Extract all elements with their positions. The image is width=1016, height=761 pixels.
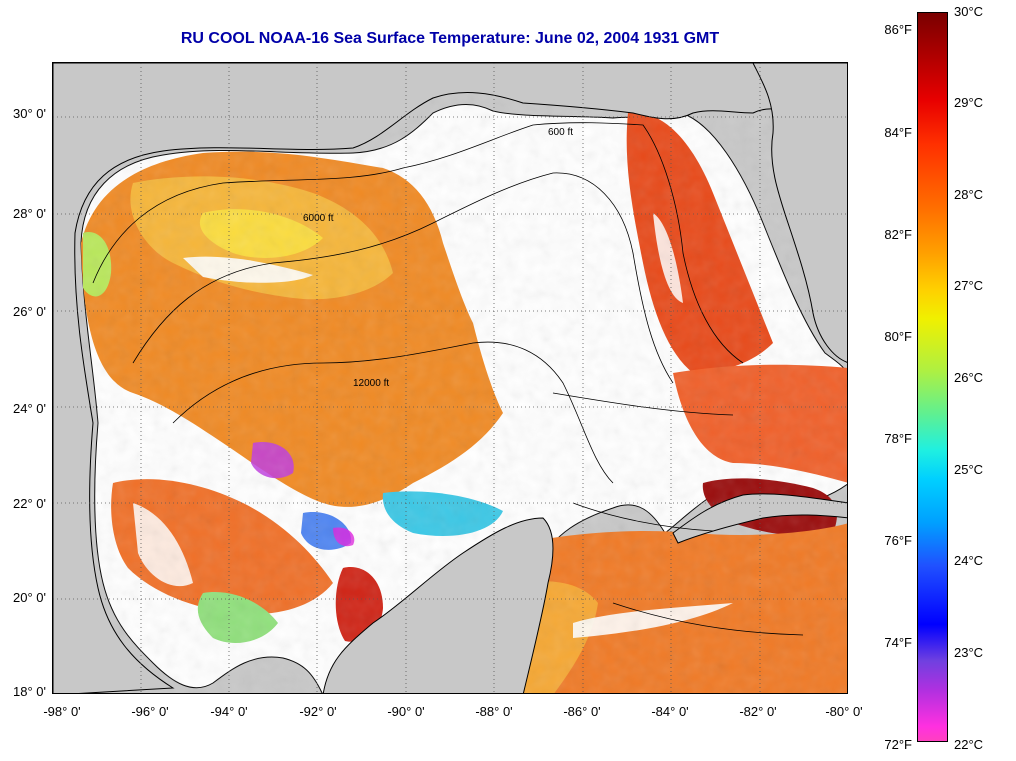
temperature-colorbar — [917, 12, 948, 742]
sst-map: 600 ft 6000 ft 12000 ft — [52, 62, 848, 694]
cb-c-26: 26°C — [954, 370, 984, 385]
cb-c-22: 22°C — [954, 737, 984, 752]
cb-f-84: 84°F — [884, 125, 912, 140]
x-tick-94w: -94° 0' — [210, 704, 248, 719]
cb-c-24: 24°C — [954, 553, 984, 568]
florida-land — [752, 63, 847, 363]
x-tick-86w: -86° 0' — [563, 704, 601, 719]
contour-label-12000: 12000 ft — [353, 378, 389, 389]
y-tick-26: 26° 0' — [13, 304, 46, 319]
cb-f-82: 82°F — [884, 227, 912, 242]
y-tick-30: 30° 0' — [13, 106, 46, 121]
land-masses — [53, 63, 847, 693]
x-tick-92w: -92° 0' — [299, 704, 337, 719]
yucatan-land — [322, 517, 554, 693]
y-tick-24: 24° 0' — [13, 401, 46, 416]
cb-c-27: 27°C — [954, 278, 984, 293]
contour-label-6000: 6000 ft — [303, 213, 334, 224]
cb-c-23: 23°C — [954, 645, 984, 660]
x-tick-96w: -96° 0' — [131, 704, 169, 719]
y-tick-22: 22° 0' — [13, 496, 46, 511]
cb-c-29: 29°C — [954, 95, 984, 110]
cb-c-30: 30°C — [954, 4, 984, 19]
map-grid — [53, 63, 847, 693]
contour-label-600: 600 ft — [548, 127, 573, 138]
cuba-land — [672, 493, 847, 544]
x-tick-80w: -80° 0' — [825, 704, 863, 719]
cb-f-78: 78°F — [884, 431, 912, 446]
bathymetry-contours — [92, 122, 804, 636]
cb-c-25: 25°C — [954, 462, 984, 477]
y-tick-18: 18° 0' — [13, 684, 46, 699]
cb-f-72: 72°F — [884, 737, 912, 752]
cb-f-80: 80°F — [884, 329, 912, 344]
x-tick-90w: -90° 0' — [387, 704, 425, 719]
x-tick-88w: -88° 0' — [475, 704, 513, 719]
x-tick-98w: -98° 0' — [43, 704, 81, 719]
y-tick-28: 28° 0' — [13, 206, 46, 221]
cb-c-28: 28°C — [954, 187, 984, 202]
sst-map-svg: 600 ft 6000 ft 12000 ft — [53, 63, 847, 693]
cb-f-76: 76°F — [884, 533, 912, 548]
y-tick-20: 20° 0' — [13, 590, 46, 605]
cb-f-86: 86°F — [884, 22, 912, 37]
map-title: RU COOL NOAA-16 Sea Surface Temperature:… — [180, 30, 720, 47]
x-tick-82w: -82° 0' — [739, 704, 777, 719]
gulf-coast-land — [53, 63, 847, 693]
contour-labels: 600 ft 6000 ft 12000 ft — [303, 127, 573, 389]
x-tick-84w: -84° 0' — [651, 704, 689, 719]
cb-f-74: 74°F — [884, 635, 912, 650]
